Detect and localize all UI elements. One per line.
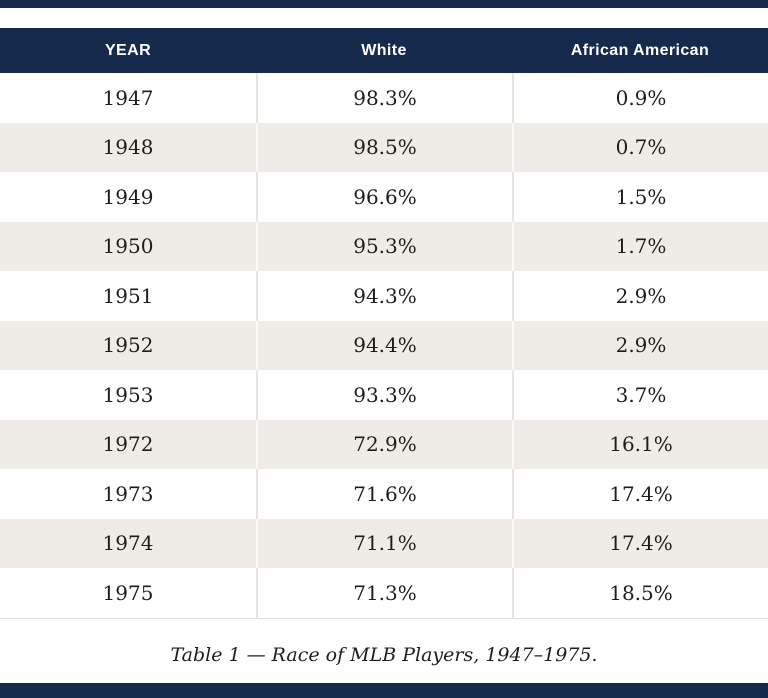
african-american-pct-cell: 1.5% (512, 172, 768, 222)
year-cell: 1953 (0, 370, 256, 420)
table-row: 1975 71.3% 18.5% (0, 568, 768, 619)
table-row: 1974 71.1% 17.4% (0, 518, 768, 568)
col-header-year: YEAR (0, 28, 256, 73)
year-cell: 1948 (0, 122, 256, 172)
white-pct-cell: 71.3% (256, 568, 512, 619)
year-cell: 1975 (0, 568, 256, 619)
african-american-pct-cell: 17.4% (512, 469, 768, 519)
african-american-pct-cell: 0.7% (512, 122, 768, 172)
table-header: YEAR White African American (0, 28, 768, 73)
bottom-accent-bar (0, 683, 768, 698)
table-row: 1950 95.3% 1.7% (0, 221, 768, 271)
table-caption: Table 1 — Race of MLB Players, 1947–1975… (170, 644, 598, 666)
year-cell: 1973 (0, 469, 256, 519)
col-header-white: White (256, 28, 512, 73)
white-pct-cell: 96.6% (256, 172, 512, 222)
white-pct-cell: 94.3% (256, 271, 512, 321)
white-pct-cell: 95.3% (256, 221, 512, 271)
year-cell: 1952 (0, 320, 256, 370)
table-row: 1952 94.4% 2.9% (0, 320, 768, 370)
col-header-african-american: African American (512, 28, 768, 73)
african-american-pct-cell: 1.7% (512, 221, 768, 271)
african-american-pct-cell: 2.9% (512, 320, 768, 370)
african-american-pct-cell: 2.9% (512, 271, 768, 321)
year-cell: 1951 (0, 271, 256, 321)
african-american-pct-cell: 17.4% (512, 518, 768, 568)
table-row: 1972 72.9% 16.1% (0, 419, 768, 469)
table-row: 1947 98.3% 0.9% (0, 73, 768, 123)
white-pct-cell: 94.4% (256, 320, 512, 370)
white-pct-cell: 71.6% (256, 469, 512, 519)
year-cell: 1974 (0, 518, 256, 568)
top-accent-bar (0, 0, 768, 8)
white-pct-cell: 93.3% (256, 370, 512, 420)
table-body: 1947 98.3% 0.9% 1948 98.5% 0.7% 1949 96.6% 1.5% 1… (0, 73, 768, 619)
african-american-pct-cell: 18.5% (512, 568, 768, 619)
african-american-pct-cell: 3.7% (512, 370, 768, 420)
table-header-row: YEAR White African American (0, 28, 768, 73)
year-cell: 1972 (0, 419, 256, 469)
year-cell: 1947 (0, 73, 256, 123)
table-row: 1949 96.6% 1.5% (0, 172, 768, 222)
white-pct-cell: 98.3% (256, 73, 512, 123)
table-row: 1951 94.3% 2.9% (0, 271, 768, 321)
white-pct-cell: 72.9% (256, 419, 512, 469)
mlb-race-table: YEAR White African American 1947 98.3% 0.9… (0, 28, 768, 619)
year-cell: 1950 (0, 221, 256, 271)
white-pct-cell: 71.1% (256, 518, 512, 568)
white-pct-cell: 98.5% (256, 122, 512, 172)
year-cell: 1949 (0, 172, 256, 222)
table-row: 1948 98.5% 0.7% (0, 122, 768, 172)
african-american-pct-cell: 16.1% (512, 419, 768, 469)
african-american-pct-cell: 0.9% (512, 73, 768, 123)
table-row: 1973 71.6% 17.4% (0, 469, 768, 519)
table-row: 1953 93.3% 3.7% (0, 370, 768, 420)
